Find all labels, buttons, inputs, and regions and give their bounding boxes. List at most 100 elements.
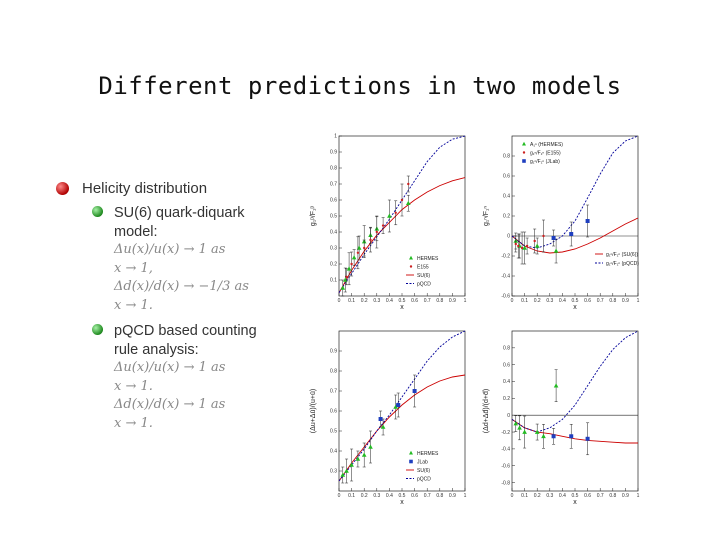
data-point-triangle: [361, 452, 367, 457]
y-tick-label: 0.5: [330, 429, 337, 435]
math-line: x → 1.: [114, 297, 153, 313]
x-tick-label: 0.1: [348, 493, 355, 499]
data-point-dot: [369, 238, 372, 242]
y-tick-label: 0.4: [503, 194, 510, 200]
plot-frame: [511, 330, 639, 492]
x-tick-label: 0.6: [584, 493, 591, 499]
plot-frame: [338, 330, 466, 492]
data-point-dot: [407, 182, 410, 186]
curve-pqcd: [511, 330, 639, 433]
green-bullet-icon: [92, 206, 103, 217]
x-tick-label: 0.4: [386, 298, 393, 304]
y-tick-label: 0.6: [330, 409, 337, 415]
chart-panel-neutron: 0 0.1 0.2 0.3 0.4 0.5 0.6 0.7 0.8 0.9 1 -0.6 -0.4 -0.…: [478, 130, 648, 310]
data-point-square: [569, 434, 574, 439]
chart-svg: 0 0.1 0.2 0.3 0.4 0.5 0.6 0.7 0.8 0.9 1 -0.8 -0.6 -0.…: [483, 330, 640, 505]
y-tick-label: -0.2: [501, 254, 510, 260]
y-tick-label: 1: [334, 134, 337, 140]
x-tick-label: 0.8: [436, 493, 443, 499]
data-point-triangle: [355, 456, 361, 461]
y-tick-label: 0: [507, 234, 510, 240]
x-tick-label: 0.8: [436, 298, 443, 304]
y-tick-label: 0.6: [503, 174, 510, 180]
x-tick-label: 0.9: [622, 298, 629, 304]
bullet-text: Helicity distribution: [82, 180, 208, 197]
data-point-dot: [542, 234, 545, 238]
data-point-dot: [356, 251, 360, 254]
x-axis-label: x: [573, 499, 577, 505]
y-tick-label: 0.3: [330, 246, 337, 252]
line: SU(6) quark-diquark: [114, 205, 245, 221]
legend-label: E155: [417, 264, 429, 270]
data-point-dot: [400, 198, 404, 202]
y-tick-label: -0.6: [501, 463, 510, 469]
x-tick-label: 0.9: [449, 493, 456, 499]
data-point-triangle: [344, 468, 349, 473]
x-tick-label: 0.3: [546, 298, 553, 304]
legend-label: SU(6): [417, 468, 430, 474]
legend-label: pQCD: [417, 476, 431, 482]
y-tick-label: 0.2: [330, 262, 337, 268]
data-point-triangle: [349, 462, 354, 467]
data-point-square: [585, 219, 590, 223]
legend-marker: [522, 151, 526, 154]
data-point-square: [585, 436, 590, 441]
y-tick-label: 0.3: [330, 469, 337, 475]
x-tick-label: 0.1: [348, 298, 355, 304]
y-tick-label: 0.2: [503, 214, 510, 220]
data-point-dot: [363, 246, 366, 250]
data-point-triangle: [513, 421, 519, 426]
legend-label: HERMES: [417, 451, 439, 457]
legend-marker: [409, 255, 413, 260]
data-point-triangle: [553, 383, 559, 388]
legend-label: SU(6): [417, 273, 430, 279]
data-point-dot: [381, 224, 385, 227]
data-point-dot: [345, 275, 348, 278]
y-axis-label: g₁ᵖ/F₁ᵖ: [310, 206, 317, 226]
x-axis-label: x: [573, 304, 577, 310]
sub-bullet-su6: SU(6) quark-diquark model: Δu(x)/u(x) → …: [92, 204, 292, 315]
x-tick-label: 0.6: [584, 298, 591, 304]
data-point-dot: [533, 239, 536, 243]
x-axis-label: x: [400, 304, 404, 310]
y-tick-label: 0.6: [503, 362, 510, 368]
data-point-dot: [517, 244, 520, 248]
legend-marker: [522, 159, 526, 163]
x-tick-label: 0.7: [424, 298, 431, 304]
line: model:: [114, 223, 158, 240]
x-tick-label: 0.2: [534, 298, 541, 304]
y-tick-label: 0.9: [330, 349, 337, 355]
data-point-triangle: [340, 285, 346, 290]
legend-marker: [409, 265, 413, 268]
red-bullet-icon: [56, 182, 69, 195]
y-axis-label: g₁ⁿ/F₁ⁿ: [483, 206, 490, 226]
data-point-square: [551, 434, 556, 439]
data-point-triangle: [534, 243, 540, 248]
x-tick-label: 0.5: [399, 493, 406, 499]
data-point-dot: [525, 244, 529, 248]
math-line: Δd(x)/d(x) → −1/3 as: [114, 279, 249, 294]
data-point-triangle: [380, 424, 386, 429]
curve-su-6-: [511, 419, 638, 444]
y-tick-label: 0.5: [330, 214, 337, 220]
y-tick-label: -0.6: [501, 294, 510, 300]
x-tick-label: 0.3: [373, 298, 380, 304]
legend-label: g₁ⁿ/F₁ⁿ (pQCD): [606, 261, 639, 267]
curve-pqcd: [338, 330, 466, 482]
data-point-triangle: [346, 266, 352, 271]
data-point-triangle: [340, 472, 346, 477]
bullet-helicity: Helicity distribution: [52, 180, 292, 198]
y-tick-label: 0.9: [330, 150, 337, 156]
data-point-square: [412, 389, 417, 393]
sub-bullet-pqcd: pQCD based counting rule analysis: Δu(x)…: [92, 322, 292, 433]
math-line: x → 1,: [114, 260, 153, 276]
legend-marker: [409, 459, 413, 464]
legend-label: g₁ⁿ/F₁ⁿ (E155): [530, 150, 561, 156]
math-line: Δd(x)/d(x) → 1 as: [114, 397, 226, 412]
y-tick-label: 0.8: [503, 346, 510, 352]
chart-panel-u-quark: 0 0.1 0.2 0.3 0.4 0.5 0.6 0.7 0.8 0.9 1 0.3 0.4 0.5 0.…: [305, 325, 475, 505]
x-tick-label: 0.1: [521, 298, 528, 304]
y-tick-label: 0.8: [503, 154, 510, 160]
x-tick-label: 0.2: [534, 493, 541, 499]
slide-title: Different predictions in two models: [98, 72, 622, 100]
